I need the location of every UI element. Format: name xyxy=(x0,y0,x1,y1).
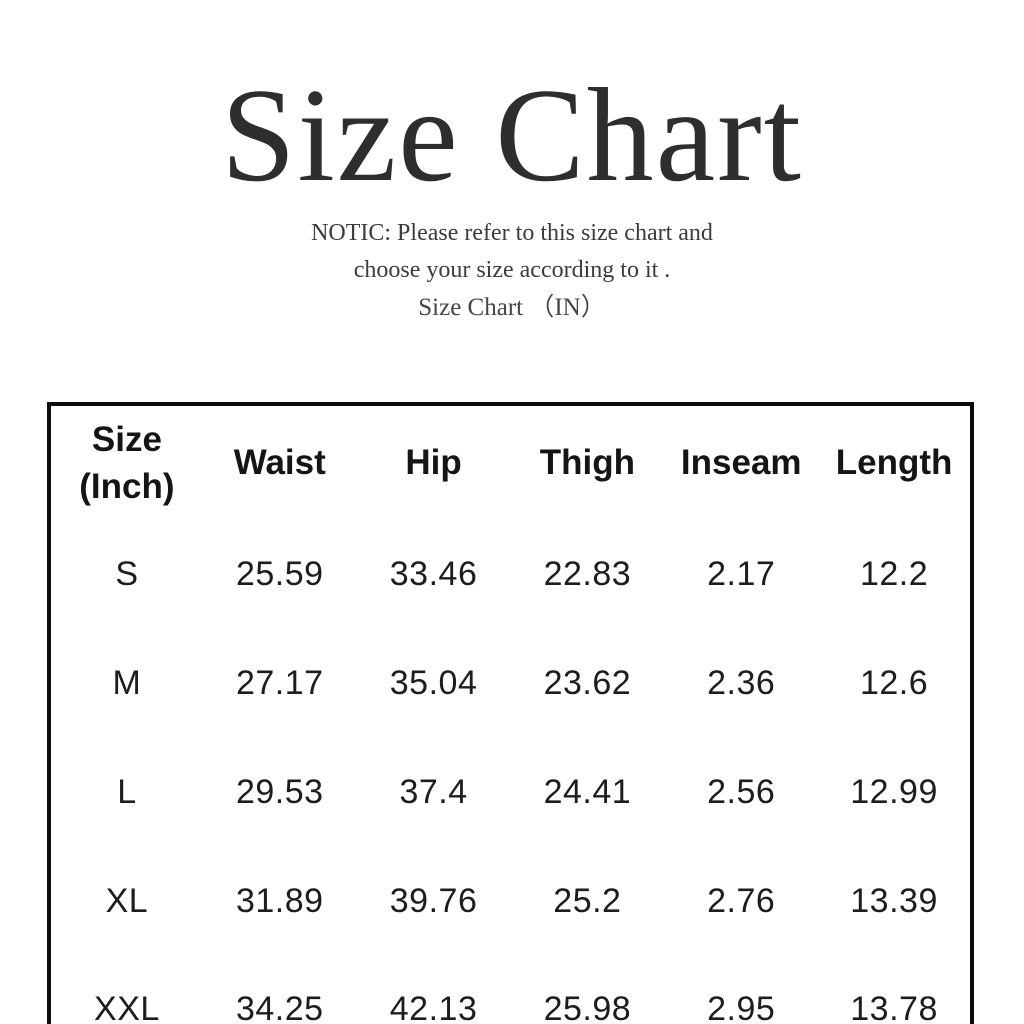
table-row-m: M 27.17 35.04 23.62 2.36 12.6 xyxy=(49,629,972,738)
table-row-xxl: XXL 34.25 42.13 25.98 2.95 13.78 xyxy=(49,956,972,1024)
cell-thigh: 22.83 xyxy=(543,555,632,593)
cell-thigh: 24.41 xyxy=(543,773,632,811)
table-head: Size (Inch) Waist Hip Thigh Inseam Lengt… xyxy=(49,404,972,520)
cell-hip: 33.46 xyxy=(389,555,478,593)
size-chart-page: Size Chart NOTIC: Please refer to this s… xyxy=(0,61,1024,1024)
notice-block: NOTIC: Please refer to this size chart a… xyxy=(0,215,1024,326)
column-header-inseam: Inseam xyxy=(680,443,802,483)
row-size-label: M xyxy=(112,664,142,702)
table-row-xl: XL 31.89 39.76 25.2 2.76 13.39 xyxy=(49,847,972,956)
table-row-l: L 29.53 37.4 24.41 2.56 12.99 xyxy=(49,738,972,847)
cell-length: 12.6 xyxy=(859,664,929,702)
cell-inseam: 2.76 xyxy=(707,882,776,920)
size-table: Size (Inch) Waist Hip Thigh Inseam Lengt… xyxy=(47,402,974,1024)
cell-hip: 35.04 xyxy=(389,664,478,702)
cell-inseam: 2.95 xyxy=(707,990,776,1024)
cell-inseam: 2.17 xyxy=(707,555,776,593)
cell-thigh: 25.2 xyxy=(553,882,622,920)
cell-length: 13.39 xyxy=(850,882,938,920)
row-size-label: S xyxy=(115,555,139,593)
page-title: Size Chart xyxy=(221,61,803,209)
cell-waist: 25.59 xyxy=(235,555,324,593)
cell-inseam: 2.36 xyxy=(707,664,776,702)
row-size-label: XXL xyxy=(94,990,160,1024)
table-body: S 25.59 33.46 22.83 2.17 12.2 M 27.17 35… xyxy=(49,520,972,1024)
cell-hip: 37.4 xyxy=(399,773,468,811)
header-row: Size (Inch) Waist Hip Thigh Inseam Lengt… xyxy=(49,404,972,520)
column-header-waist: Waist xyxy=(233,443,326,483)
cell-waist: 27.17 xyxy=(235,664,324,702)
cell-thigh: 23.62 xyxy=(543,664,632,702)
table-caption: Size Chart （IN） xyxy=(418,294,606,322)
cell-length: 13.78 xyxy=(850,990,938,1024)
table-row-s: S 25.59 33.46 22.83 2.17 12.2 xyxy=(49,520,972,629)
cell-thigh: 25.98 xyxy=(543,990,632,1024)
cell-hip: 39.76 xyxy=(389,882,478,920)
cell-waist: 34.25 xyxy=(235,990,324,1024)
notice-line-2: choose your size according to it . xyxy=(353,257,671,284)
column-header-thigh: Thigh xyxy=(539,443,636,483)
notice-line-1: NOTIC: Please refer to this size chart a… xyxy=(311,220,713,247)
column-header-hip: Hip xyxy=(405,443,462,483)
cell-waist: 29.53 xyxy=(235,773,324,811)
column-header-size: Size (Inch) xyxy=(79,419,175,506)
cell-waist: 31.89 xyxy=(235,882,324,920)
column-header-length: Length xyxy=(835,443,953,483)
cell-length: 12.2 xyxy=(859,555,929,593)
row-size-label: XL xyxy=(105,882,149,920)
row-size-label: L xyxy=(117,773,137,811)
cell-hip: 42.13 xyxy=(389,990,478,1024)
cell-inseam: 2.56 xyxy=(707,773,776,811)
cell-length: 12.99 xyxy=(850,773,938,811)
